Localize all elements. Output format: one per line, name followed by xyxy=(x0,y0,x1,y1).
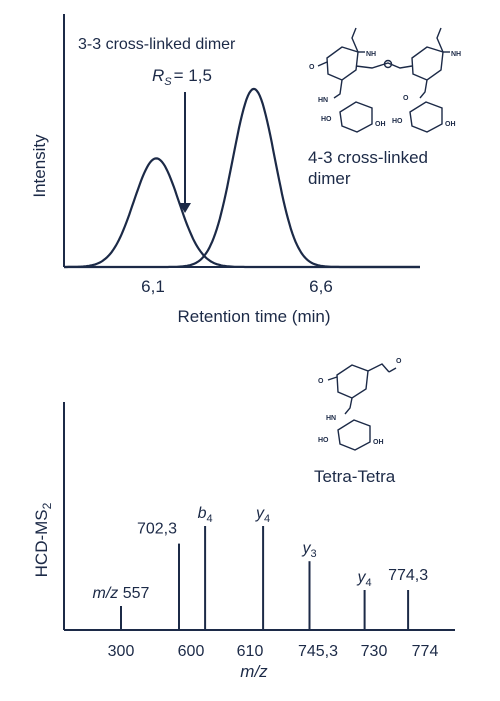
atom-label: NH xyxy=(451,51,461,58)
atom-label: HO xyxy=(321,116,332,123)
cross-link-bridge xyxy=(355,62,413,69)
bottom-x-tick-label: 300 xyxy=(108,643,135,660)
spectrum-panel: HCD-MS2 m/z m/z 557 702,3 b4 y4 y3 y4 774,3 30… xyxy=(32,358,455,681)
carbonyl-left xyxy=(317,61,328,67)
bottom-x-tick-label: 600 xyxy=(178,643,205,660)
spectrum-peak-label: y4 xyxy=(255,505,270,525)
resolution-value: = 1,5 xyxy=(174,66,212,85)
resolution-symbol: R xyxy=(152,66,164,85)
atom-label: O xyxy=(318,378,324,385)
tetra-ring-bottom xyxy=(337,419,371,451)
bottom-x-tick-label: 730 xyxy=(361,643,388,660)
spectrum-peak-label: y4 xyxy=(357,569,372,589)
chromatogram-panel: Intensity Retention time (min) 6,1 6,6 3… xyxy=(30,14,461,326)
atom-label: O xyxy=(396,358,402,365)
spectrum-peak-label: m/z 557 xyxy=(93,585,150,602)
sugar-ring-left xyxy=(326,46,359,81)
spectrum-peak-label: y3 xyxy=(301,540,316,560)
bottom-x-axis-label: m/z xyxy=(240,662,268,681)
series-label-4-3-dimer-line-2: dimer xyxy=(308,169,351,188)
tetra-structure-diagram xyxy=(327,363,397,451)
tetra-ring-top xyxy=(336,364,369,399)
series-label-4-3-dimer: 4-3 cross-linked dimer xyxy=(308,148,433,188)
resolution-annotation: RS = 1,5 xyxy=(152,66,212,88)
bottom-y-axis-label-main: HCD-MS xyxy=(32,509,51,577)
atom-label: OH xyxy=(373,439,384,446)
resolution-subscript: S xyxy=(164,76,172,88)
resolution-arrow-head xyxy=(179,203,191,213)
atom-label: HO xyxy=(392,118,403,125)
atom-label: HN xyxy=(326,415,336,422)
spectrum-peak-label: b4 xyxy=(198,505,213,525)
atom-label: OH xyxy=(375,121,386,128)
bottom-y-axis-label-sub: 2 xyxy=(40,502,54,509)
atom-label: O xyxy=(309,64,315,71)
bottom-x-tick-label: 774 xyxy=(412,643,439,660)
bottom-y-axis-label: HCD-MS2 xyxy=(32,502,54,577)
spectrum-peak-label: 774,3 xyxy=(388,567,428,584)
tetra-oh-bond xyxy=(388,367,397,373)
spectrum-peak-label: 702,3 xyxy=(137,521,177,538)
atom-label: HN xyxy=(318,97,328,104)
top-x-axis-label: Retention time (min) xyxy=(177,307,330,326)
tetra-side-group xyxy=(327,376,338,381)
head-ring-right xyxy=(409,101,443,133)
peak-4-3-dimer xyxy=(64,87,420,269)
tetra-linker xyxy=(344,397,353,415)
atom-label: OH xyxy=(445,121,456,128)
series-label-4-3-dimer-line-1: 4-3 cross-linked xyxy=(308,148,428,167)
top-x-tick-label: 6,6 xyxy=(309,277,333,296)
bridge-oxygen xyxy=(383,59,393,69)
structure-label-tetra-tetra: Tetra-Tetra xyxy=(314,467,396,486)
peak-3-3-dimer xyxy=(64,157,420,269)
bottom-x-tick-label: 745,3 xyxy=(298,643,338,660)
spectrum-peaks: m/z 557 702,3 b4 y4 y3 y4 774,3 xyxy=(93,505,428,630)
side-chain-left xyxy=(351,27,359,53)
top-x-tick-label: 6,1 xyxy=(141,277,165,296)
linker-right xyxy=(419,79,428,99)
tetra-carbonyl xyxy=(367,363,390,373)
atom-label: HO xyxy=(318,437,329,444)
spectrum-x-ticks: 300 600 610 745,3 730 774 xyxy=(108,643,439,660)
atom-label: NH xyxy=(366,51,376,58)
top-y-axis-label: Intensity xyxy=(30,134,49,198)
dimer-structure-diagram xyxy=(317,27,450,133)
bottom-x-tick-label: 610 xyxy=(237,643,264,660)
atom-label: O xyxy=(403,95,409,102)
sugar-ring-right xyxy=(411,46,444,81)
side-chain-right xyxy=(436,27,444,53)
head-ring-left xyxy=(339,101,373,133)
series-label-3-3-dimer: 3-3 cross-linked dimer xyxy=(78,36,236,53)
linker-left xyxy=(333,79,343,99)
